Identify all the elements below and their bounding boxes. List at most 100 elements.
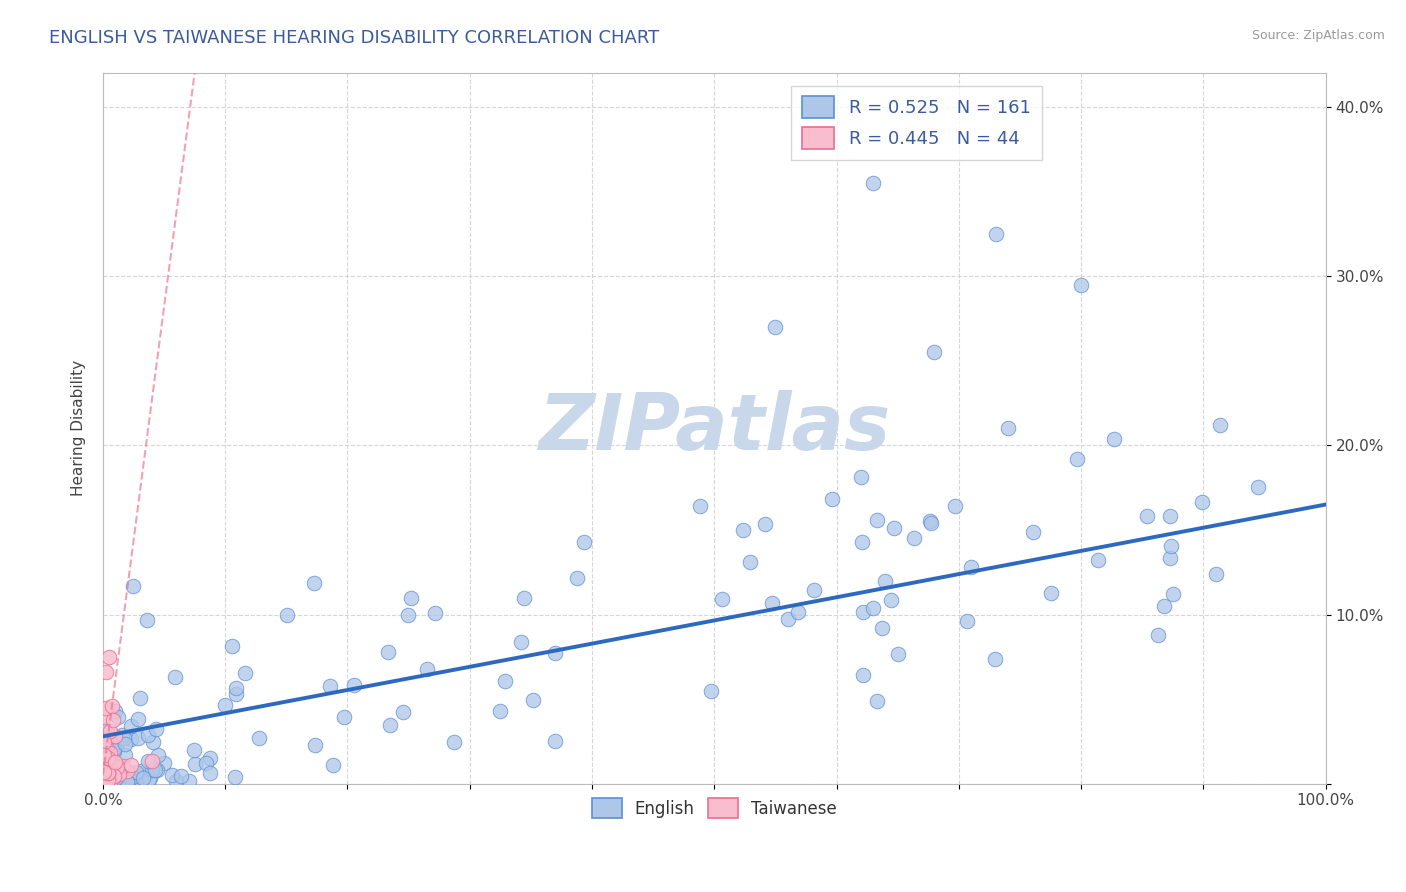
Point bbox=[138, 772, 160, 786]
Point bbox=[276, 608, 298, 623]
Point bbox=[343, 678, 366, 692]
Point bbox=[129, 764, 152, 778]
Point bbox=[489, 704, 512, 718]
Point bbox=[93, 770, 115, 784]
Point bbox=[214, 698, 236, 712]
Point bbox=[94, 731, 117, 746]
Point bbox=[1135, 508, 1157, 523]
Point bbox=[163, 670, 186, 684]
Point bbox=[121, 775, 143, 789]
Point bbox=[776, 612, 799, 626]
Point bbox=[98, 723, 121, 738]
Point bbox=[94, 758, 117, 772]
Point bbox=[738, 555, 761, 569]
Point bbox=[984, 227, 1007, 241]
Point bbox=[1066, 452, 1088, 467]
Point bbox=[96, 756, 118, 771]
Point bbox=[165, 774, 187, 789]
Point bbox=[221, 639, 243, 653]
Point bbox=[866, 513, 889, 527]
Point bbox=[96, 743, 118, 757]
Point bbox=[543, 646, 565, 660]
Point bbox=[1209, 418, 1232, 433]
Point bbox=[108, 775, 131, 789]
Point bbox=[1147, 627, 1170, 641]
Point bbox=[105, 771, 128, 785]
Point bbox=[543, 734, 565, 748]
Point bbox=[141, 763, 163, 777]
Point bbox=[852, 606, 875, 620]
Point bbox=[1247, 480, 1270, 494]
Point bbox=[101, 771, 124, 785]
Point bbox=[98, 748, 121, 763]
Point bbox=[112, 731, 135, 745]
Point bbox=[224, 770, 246, 784]
Point bbox=[107, 710, 129, 724]
Point bbox=[1159, 551, 1181, 566]
Point bbox=[380, 718, 402, 732]
Text: ZIPatlas: ZIPatlas bbox=[538, 391, 890, 467]
Point bbox=[96, 665, 118, 679]
Point bbox=[121, 770, 143, 784]
Point bbox=[120, 775, 142, 789]
Point bbox=[93, 763, 115, 777]
Point bbox=[98, 747, 121, 761]
Point bbox=[103, 762, 125, 776]
Point bbox=[1070, 277, 1092, 292]
Point bbox=[103, 742, 125, 756]
Point bbox=[880, 593, 903, 607]
Point bbox=[94, 772, 117, 787]
Point bbox=[143, 763, 166, 777]
Point bbox=[94, 773, 117, 788]
Point bbox=[943, 499, 966, 513]
Point bbox=[97, 772, 120, 787]
Point bbox=[225, 681, 247, 696]
Point bbox=[883, 521, 905, 535]
Point bbox=[425, 606, 447, 620]
Point bbox=[105, 736, 128, 750]
Point bbox=[114, 737, 136, 751]
Point bbox=[98, 769, 121, 783]
Point bbox=[153, 756, 176, 771]
Text: Source: ZipAtlas.com: Source: ZipAtlas.com bbox=[1251, 29, 1385, 42]
Point bbox=[93, 764, 115, 779]
Point bbox=[920, 516, 942, 531]
Point bbox=[494, 674, 516, 689]
Point bbox=[120, 772, 142, 786]
Point bbox=[93, 773, 115, 788]
Point bbox=[96, 764, 118, 779]
Point bbox=[247, 731, 270, 746]
Point bbox=[873, 574, 896, 588]
Point bbox=[93, 710, 115, 724]
Point bbox=[997, 421, 1019, 435]
Point bbox=[700, 684, 723, 698]
Point bbox=[319, 679, 342, 693]
Point bbox=[170, 769, 193, 783]
Point bbox=[194, 756, 217, 771]
Point bbox=[322, 758, 344, 772]
Point bbox=[1087, 553, 1109, 567]
Point bbox=[120, 758, 142, 772]
Point bbox=[97, 766, 120, 780]
Point bbox=[100, 746, 122, 760]
Point bbox=[94, 723, 117, 737]
Point bbox=[105, 762, 128, 776]
Point bbox=[94, 746, 117, 760]
Point bbox=[141, 755, 163, 769]
Point bbox=[103, 774, 125, 789]
Point bbox=[565, 571, 588, 585]
Point bbox=[1159, 508, 1181, 523]
Point bbox=[120, 732, 142, 747]
Point bbox=[132, 771, 155, 785]
Point bbox=[94, 769, 117, 783]
Point bbox=[1205, 567, 1227, 582]
Point bbox=[110, 728, 132, 742]
Point bbox=[94, 767, 117, 781]
Point bbox=[786, 606, 808, 620]
Point bbox=[849, 470, 872, 484]
Point bbox=[803, 582, 825, 597]
Point bbox=[93, 737, 115, 751]
Point bbox=[94, 756, 117, 770]
Point bbox=[120, 718, 142, 732]
Point bbox=[108, 767, 131, 781]
